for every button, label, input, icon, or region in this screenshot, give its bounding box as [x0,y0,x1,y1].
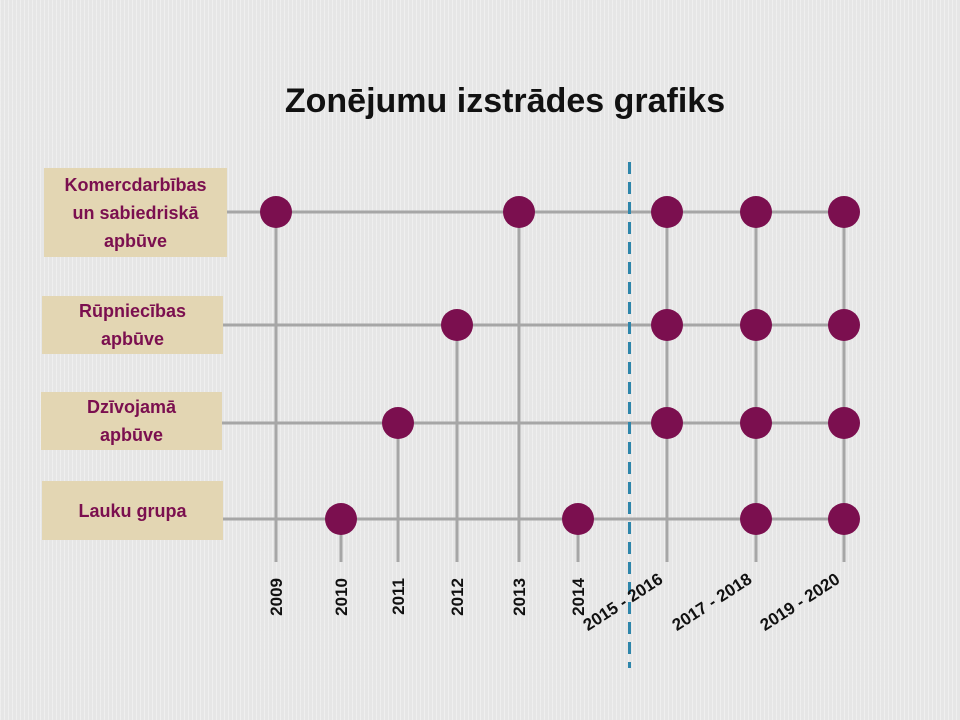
data-point-3 [651,196,683,228]
data-point-1 [260,196,292,228]
x-tick-label-2011: 2011 [389,578,408,615]
x-tick-label-2009: 2009 [267,578,286,616]
data-point-15 [562,503,594,535]
category-box-residential: Dzīvojamā apbūve [41,392,222,450]
x-tick-label-2010: 2010 [332,578,351,616]
data-point-6 [441,309,473,341]
category-label-rural: Lauku grupa [78,500,187,521]
x-tick-label-2013: 2013 [510,578,529,616]
data-point-4 [740,196,772,228]
data-point-9 [828,309,860,341]
x-tick-label-2017---2018: 2017 - 2018 [669,569,755,634]
data-point-11 [651,407,683,439]
data-point-8 [740,309,772,341]
data-point-13 [828,407,860,439]
data-point-2 [503,196,535,228]
data-point-10 [382,407,414,439]
category-label-residential: Dzīvojamā apbūve [86,397,177,445]
category-label-commercial: Komercdarbības un sabiedriskā apbūve [64,174,207,251]
category-label-industrial: Rūpniecības apbūve [78,301,187,349]
data-points [260,196,860,535]
chart-title: Zonējumu izstrādes grafiks [284,82,726,120]
data-point-12 [740,407,772,439]
data-point-14 [325,503,357,535]
x-tick-label-2014: 2014 [569,577,588,615]
data-point-16 [740,503,772,535]
data-point-7 [651,309,683,341]
x-tick-label-2019---2020: 2019 - 2020 [757,569,843,634]
x-tick-label-2015---2016: 2015 - 2016 [580,569,666,634]
data-point-5 [828,196,860,228]
x-tick-label-2012: 2012 [448,578,467,616]
category-box-commercial: Komercdarbības un sabiedriskā apbūve [44,168,227,257]
data-point-17 [828,503,860,535]
category-box-industrial: Rūpniecības apbūve [42,296,223,354]
category-box-rural: Lauku grupa [42,481,223,540]
